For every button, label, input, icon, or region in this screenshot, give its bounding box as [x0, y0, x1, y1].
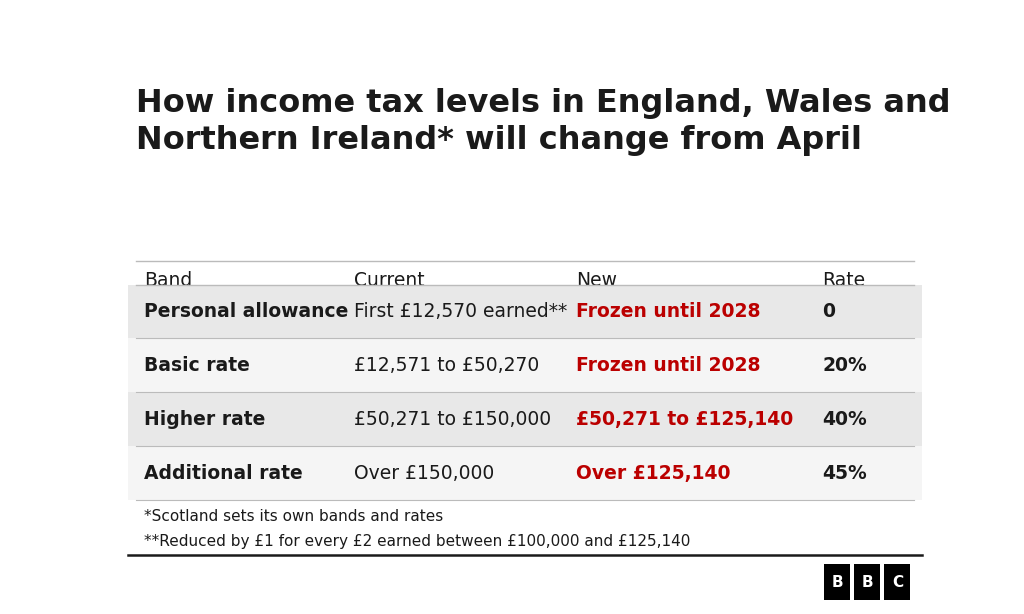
Bar [128, 392, 922, 446]
Bar [128, 338, 922, 392]
Text: Rate: Rate [822, 271, 865, 290]
Text: Frozen until 2028: Frozen until 2028 [577, 356, 761, 375]
Text: Additional rate: Additional rate [143, 464, 303, 483]
Text: How income tax levels in England, Wales and
Northern Ireland* will change from A: How income tax levels in England, Wales … [136, 88, 950, 156]
Text: B: B [861, 575, 873, 589]
Text: 20%: 20% [822, 356, 867, 375]
Text: Over £150,000: Over £150,000 [354, 464, 495, 483]
Text: Band: Band [143, 271, 193, 290]
Text: Basic rate: Basic rate [143, 356, 250, 375]
Text: Current: Current [354, 271, 425, 290]
Text: 0: 0 [822, 302, 836, 321]
Text: Frozen until 2028: Frozen until 2028 [577, 302, 761, 321]
Bar [128, 284, 922, 338]
Text: Personal allowance: Personal allowance [143, 302, 348, 321]
Text: First £12,570 earned**: First £12,570 earned** [354, 302, 567, 321]
Text: Over £125,140: Over £125,140 [577, 464, 731, 483]
Text: 45%: 45% [822, 464, 867, 483]
Text: B: B [831, 575, 843, 589]
Text: 40%: 40% [822, 410, 867, 429]
Text: C: C [892, 575, 903, 589]
Text: £50,271 to £150,000: £50,271 to £150,000 [354, 410, 551, 429]
Text: **Reduced by £1 for every £2 earned between £100,000 and £125,140: **Reduced by £1 for every £2 earned betw… [143, 534, 690, 549]
Text: £50,271 to £125,140: £50,271 to £125,140 [577, 410, 794, 429]
Text: New: New [577, 271, 617, 290]
Bar [854, 564, 881, 600]
Bar [824, 564, 850, 600]
Text: £12,571 to £50,270: £12,571 to £50,270 [354, 356, 540, 375]
Bar [128, 446, 922, 500]
Text: Higher rate: Higher rate [143, 410, 265, 429]
Text: *Scotland sets its own bands and rates: *Scotland sets its own bands and rates [143, 508, 443, 524]
Bar [885, 564, 910, 600]
